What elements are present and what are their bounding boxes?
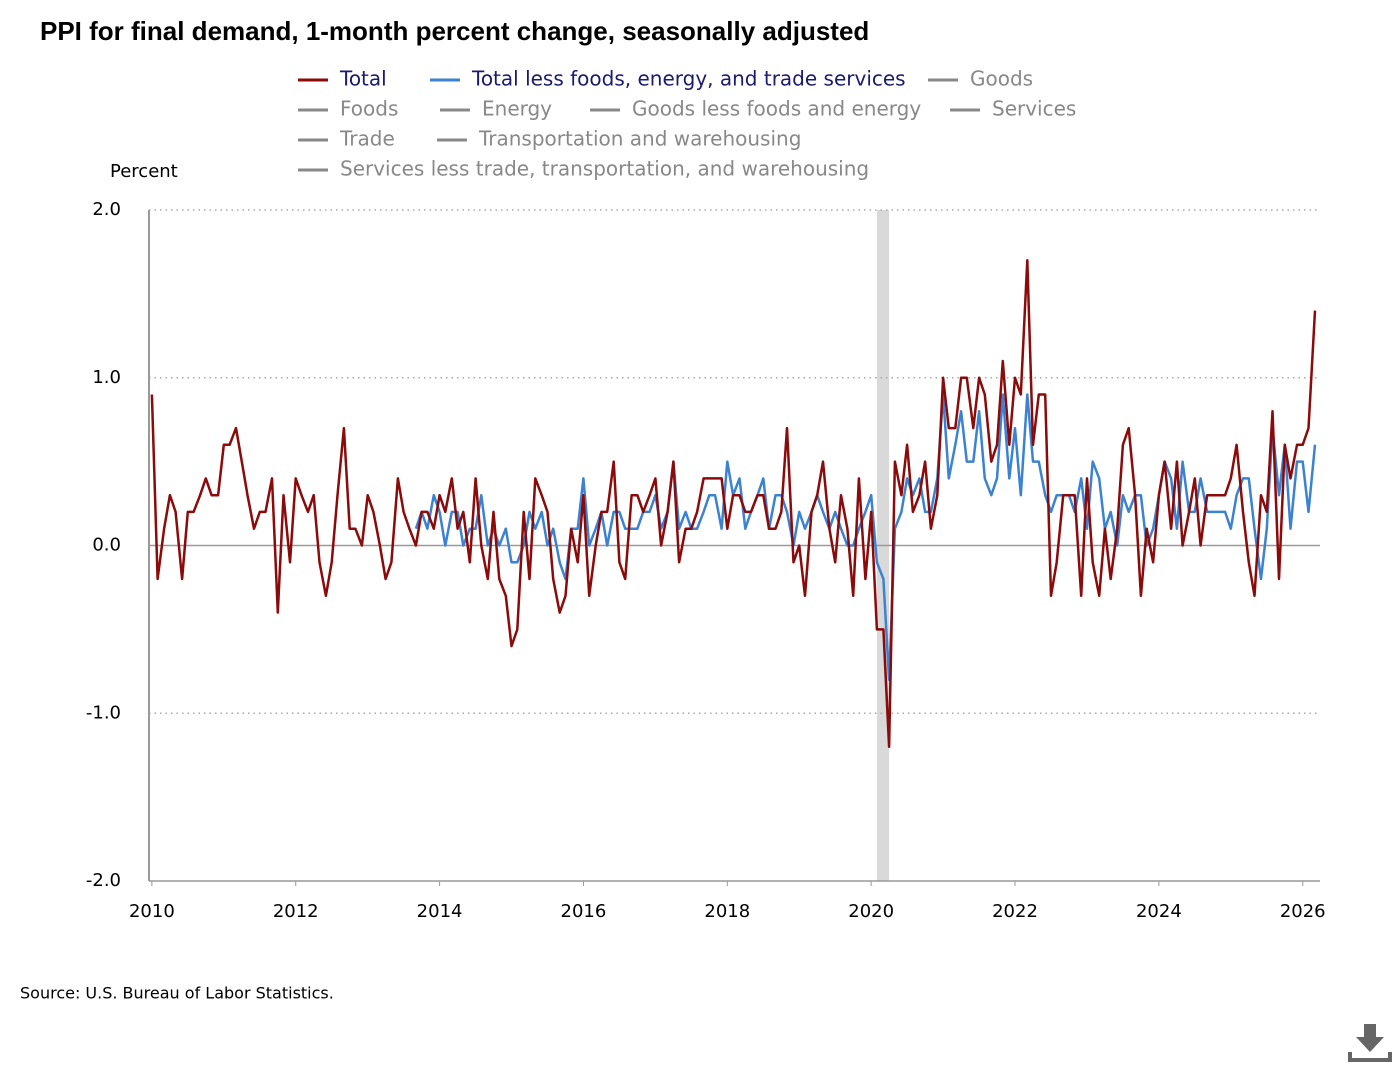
legend-label: Services [992,97,1076,121]
y-tick-label: -2.0 [86,870,121,891]
legend-item[interactable]: Goods [928,67,1033,91]
legend-label: Transportation and warehousing [478,127,801,151]
legend-label: Goods [970,67,1033,91]
chart-title: PPI for final demand, 1-month percent ch… [40,16,869,46]
legend-item[interactable]: Foods [298,97,398,121]
x-tick-label: 2018 [704,901,750,922]
x-tick-label: 2012 [273,901,319,922]
legend-item[interactable]: Services [950,97,1076,121]
legend-item[interactable]: Transportation and warehousing [437,127,801,151]
x-tick-label: 2016 [561,901,607,922]
legend-item[interactable]: Services less trade, transportation, and… [298,157,869,181]
legend-item[interactable]: Energy [440,97,552,121]
legend-label: Total [339,67,387,91]
download-arrow-head [1356,1037,1384,1052]
download-arrow-stem [1364,1024,1376,1038]
x-tick-label: 2024 [1136,901,1182,922]
legend-item[interactable]: Total [298,67,387,91]
legend-label: Goods less foods and energy [632,97,921,121]
y-tick-label: 0.0 [92,535,121,556]
y-tick-label: 2.0 [92,199,121,220]
x-tick-label: 2026 [1280,901,1326,922]
legend-item[interactable]: Total less foods, energy, and trade serv… [430,67,906,91]
legend-label: Energy [482,97,552,121]
x-tick-label: 2022 [992,901,1038,922]
series-line [150,259,1317,749]
x-tick-label: 2020 [848,901,894,922]
source: Source: U.S. Bureau of Labor Statistics. [20,984,334,1003]
x-tick-label: 2010 [129,901,175,922]
y-axis-label: Percent [110,161,178,182]
x-tick-label: 2014 [417,901,463,922]
legend-label: Total less foods, energy, and trade serv… [471,67,906,91]
y-tick-label: -1.0 [86,702,121,723]
download-icon[interactable] [1348,1024,1392,1062]
legend-label: Services less trade, transportation, and… [340,157,869,181]
legend-label: Foods [340,97,398,121]
download-tray [1348,1052,1392,1062]
legend-item[interactable]: Goods less foods and energy [590,97,921,121]
legend-label: Trade [339,127,395,151]
y-tick-label: 1.0 [92,367,121,388]
legend-item[interactable]: Trade [298,127,395,151]
